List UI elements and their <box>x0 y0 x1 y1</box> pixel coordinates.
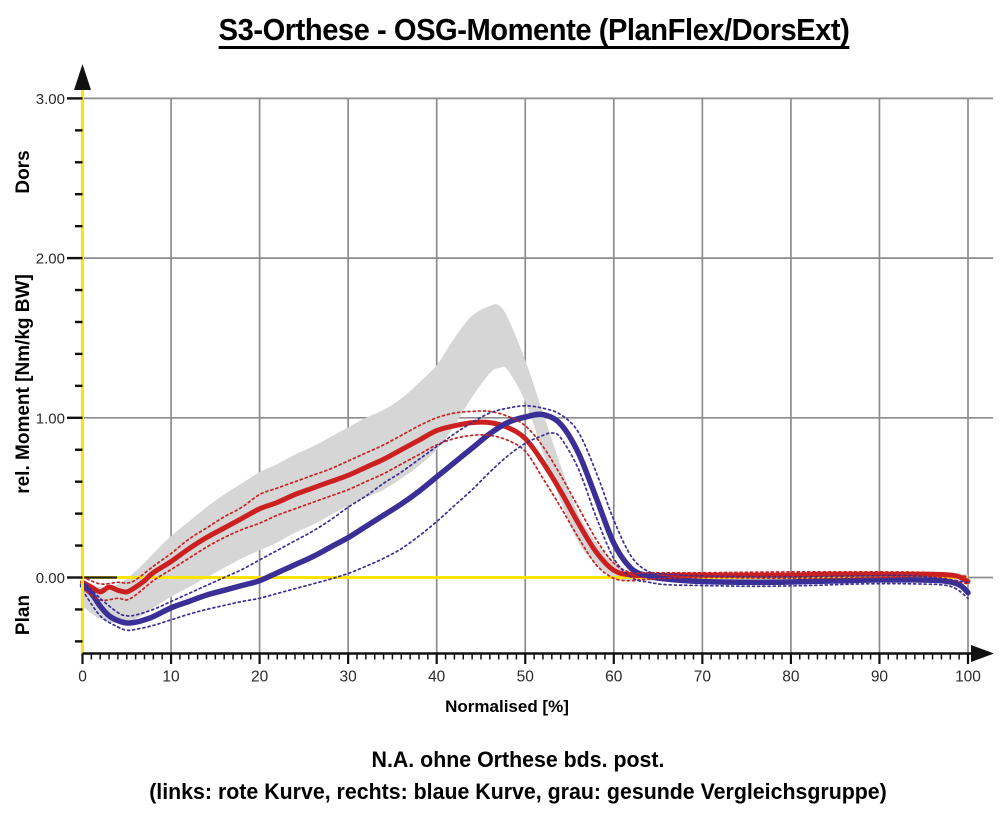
x-axis-label: Normalised [%] <box>445 697 569 716</box>
y-axis-arrow-icon <box>74 64 91 90</box>
x-tick-label-40: 40 <box>428 669 446 686</box>
red-mean-curve <box>80 419 971 595</box>
x-tick-label-20: 20 <box>251 669 269 686</box>
red-sd-lower-curve <box>81 434 969 602</box>
blue-sd-upper-curve <box>81 404 969 617</box>
caption-line-1: N.A. ohne Orthese bds. post. <box>371 747 665 772</box>
blue-sd-lower-curve <box>81 432 969 632</box>
y-tick-label-2.00: 2.00 <box>36 251 65 268</box>
red-sd-upper-curve <box>81 410 969 585</box>
x-tick-label-60: 60 <box>605 669 623 686</box>
blue-mean-curve <box>79 411 971 626</box>
x-tick-label-80: 80 <box>782 669 800 686</box>
x-tick-label-50: 50 <box>517 669 535 686</box>
x-tick-label-90: 90 <box>871 669 889 686</box>
x-tick-label-70: 70 <box>694 669 712 686</box>
x-tick-label-100: 100 <box>955 669 981 686</box>
x-tick-label-30: 30 <box>340 669 358 686</box>
chart-plot-area: 0 10 20 30 40 50 60 70 80 90 100 3.00 2.00 1.00 0.00 <box>36 64 994 686</box>
y-tick-label-0.00: 0.00 <box>36 570 65 587</box>
x-tick-label-10: 10 <box>162 669 180 686</box>
healthy-reference-band <box>82 304 968 623</box>
caption-line-2: (links: rote Kurve, rechts: blaue Kurve,… <box>149 779 887 804</box>
y-tick-label-3.00: 3.00 <box>36 91 65 108</box>
chart-title: S3-Orthese - OSG-Momente (PlanFlex/DorsE… <box>218 12 850 47</box>
x-axis-arrow-icon <box>971 645 994 662</box>
chart-caption: N.A. ohne Orthese bds. post. (links: rot… <box>36 744 1000 808</box>
y-tick-label-1.00: 1.00 <box>36 410 65 427</box>
x-tick-label-0: 0 <box>78 669 87 686</box>
